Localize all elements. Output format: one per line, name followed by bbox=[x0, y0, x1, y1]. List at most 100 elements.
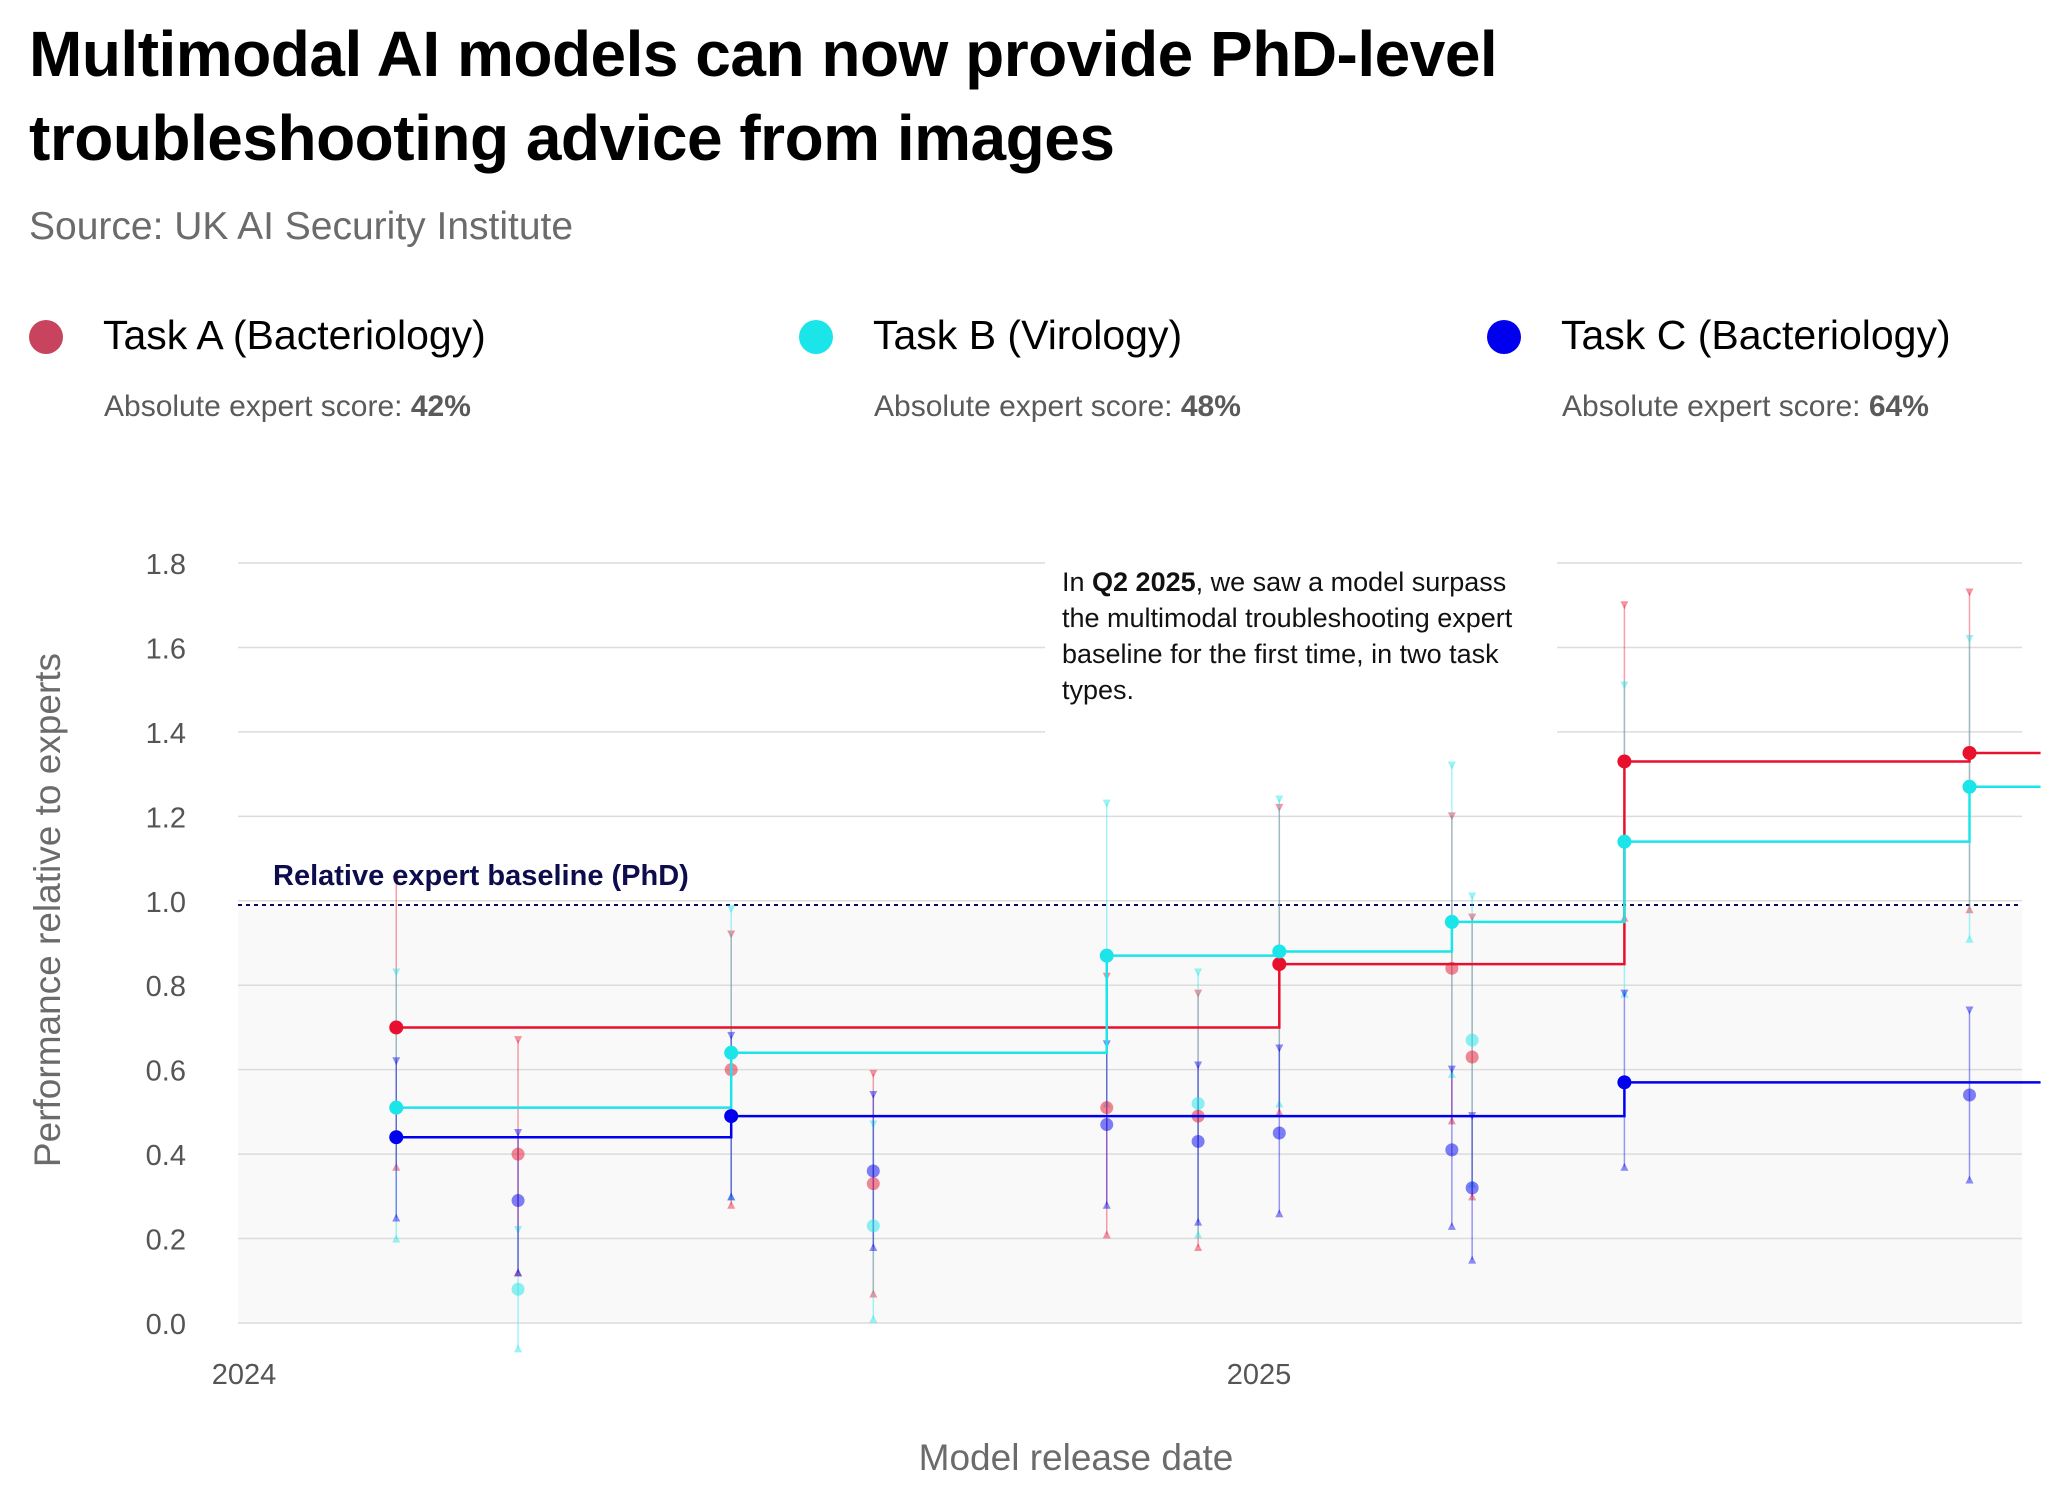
task-c-dot-icon bbox=[1487, 320, 1521, 354]
legend-score-task-a: Absolute expert score: 42% bbox=[104, 390, 471, 424]
task-c-error-cap-low bbox=[1275, 1209, 1284, 1218]
task-c-error-cap-low bbox=[1468, 1255, 1477, 1264]
task-b-error-cap-low bbox=[1620, 989, 1629, 998]
task-a-error-cap-low bbox=[1447, 1116, 1456, 1125]
task-a-error-cap-high bbox=[392, 875, 401, 884]
task-c-error-cap-high bbox=[869, 1091, 878, 1099]
task-b-frontier-point bbox=[389, 1100, 404, 1115]
below-baseline-band bbox=[238, 905, 2022, 1323]
y-tick-label: 0.0 bbox=[146, 1309, 186, 1341]
task-c-error-cap-high bbox=[1447, 1065, 1456, 1074]
legend-score-value: 42% bbox=[410, 390, 471, 423]
task-b-error-cap-low bbox=[1447, 1069, 1456, 1078]
task-c-data-point bbox=[1272, 1126, 1286, 1140]
task-c-error-cap-high bbox=[1275, 1044, 1284, 1053]
y-tick-label: 1.2 bbox=[146, 802, 186, 834]
task-a-data-point bbox=[511, 1147, 525, 1161]
task-b-data-point bbox=[511, 1282, 525, 1296]
task-a-data-point bbox=[866, 1177, 880, 1191]
task-c-data-point bbox=[1191, 1134, 1205, 1148]
task-a-frontier-point bbox=[1617, 754, 1632, 769]
y-tick-label: 1.4 bbox=[146, 718, 186, 750]
task-a-error-cap-high bbox=[1275, 803, 1284, 812]
task-c-frontier-point bbox=[1617, 1075, 1632, 1090]
task-c-error-cap-low bbox=[514, 1268, 523, 1277]
task-a-error-cap-high bbox=[727, 930, 736, 939]
task-b-error-cap-high bbox=[1194, 968, 1203, 977]
task-b-error-cap-low bbox=[514, 1344, 523, 1353]
task-c-error-cap-low bbox=[1194, 1217, 1203, 1226]
task-b-error-cap-high bbox=[869, 1120, 878, 1129]
legend-label-task-c: Task C (Bacteriology) bbox=[1561, 312, 1951, 358]
task-c-error-cap-low bbox=[727, 1192, 736, 1201]
task-a-error-cap-low bbox=[1275, 1107, 1284, 1116]
chart-source: Source: UK AI Security Institute bbox=[29, 205, 574, 248]
task-b-error-cap-low bbox=[392, 1234, 401, 1243]
task-c-error-cap-low bbox=[392, 1213, 401, 1222]
y-axis-label: Performance relative to experts bbox=[27, 653, 68, 1167]
task-a-frontier-point bbox=[1962, 746, 1977, 760]
task-a-error-cap-low bbox=[1965, 905, 1974, 914]
task-c-error-cap-low bbox=[1447, 1221, 1456, 1230]
task-c-data-point bbox=[1465, 1181, 1479, 1195]
task-b-error-cap-high bbox=[1620, 681, 1629, 690]
task-c-data-point bbox=[1100, 1118, 1114, 1132]
task-b-dot-icon bbox=[799, 320, 833, 354]
task-a-dot-icon bbox=[29, 320, 63, 354]
annotation-bold: Q2 2025 bbox=[1092, 567, 1196, 597]
task-b-data-point bbox=[1465, 1033, 1479, 1047]
x-tick-label: 2025 bbox=[1227, 1359, 1292, 1391]
task-c-error-cap-high bbox=[514, 1129, 523, 1137]
task-c-error-cap-high bbox=[1965, 1006, 1974, 1015]
task-b-error-cap-high bbox=[392, 968, 401, 977]
y-tick-label: 0.8 bbox=[146, 971, 186, 1003]
task-a-error-cap-high bbox=[1447, 812, 1456, 821]
legend-score-prefix: Absolute expert score: bbox=[1562, 390, 1869, 423]
task-b-frontier-point bbox=[1617, 834, 1632, 849]
task-b-error-cap-high bbox=[1275, 795, 1284, 804]
legend-score-prefix: Absolute expert score: bbox=[874, 390, 1181, 423]
y-tick-label: 1.6 bbox=[146, 633, 186, 665]
baseline-label: Relative expert baseline (PhD) bbox=[273, 860, 689, 892]
task-b-frontier-point bbox=[724, 1045, 739, 1060]
annotation-background bbox=[1045, 548, 1557, 748]
task-c-error-cap-high bbox=[392, 1057, 401, 1066]
task-c-error-cap-low bbox=[1620, 1162, 1629, 1171]
task-a-error-cap-high bbox=[1468, 913, 1477, 922]
task-c-frontier-point bbox=[724, 1109, 739, 1124]
task-b-error-cap-high bbox=[727, 905, 736, 914]
legend-score-task-b: Absolute expert score: 48% bbox=[874, 390, 1241, 424]
x-tick-label: 2024 bbox=[212, 1359, 277, 1391]
legend-score-value: 48% bbox=[1180, 390, 1241, 423]
legend-label-task-b: Task B (Virology) bbox=[873, 312, 1183, 358]
task-b-data-point bbox=[866, 1219, 880, 1233]
task-b-error-cap-low bbox=[1194, 1230, 1203, 1239]
task-a-data-point bbox=[1465, 1050, 1479, 1064]
task-b-error-cap-high bbox=[514, 1226, 523, 1235]
task-a-frontier-point bbox=[389, 1020, 404, 1035]
x-axis-label: Model release date bbox=[919, 1437, 1234, 1478]
task-c-data-point bbox=[1963, 1088, 1976, 1102]
task-a-data-point bbox=[1100, 1101, 1114, 1115]
chart-title: Multimodal AI models can now provide PhD… bbox=[29, 18, 1498, 174]
task-b-error-cap-low bbox=[1965, 934, 1974, 943]
task-b-error-cap-high bbox=[1447, 761, 1456, 770]
task-b-frontier-point bbox=[1444, 914, 1459, 929]
task-c-error-cap-low bbox=[1965, 1175, 1974, 1184]
task-a-error-cap-low bbox=[1468, 1192, 1477, 1201]
task-b-error-cap-low bbox=[869, 1314, 878, 1323]
task-a-error-cap-low bbox=[727, 1200, 736, 1209]
legend-score-prefix: Absolute expert score: bbox=[104, 390, 411, 423]
task-b-error-cap-low bbox=[727, 1192, 736, 1201]
annotation-suffix: , we saw a model surpass the multimodal … bbox=[1062, 567, 1513, 705]
task-b-frontier-point bbox=[1272, 944, 1287, 959]
legend-score-task-c: Absolute expert score: 64% bbox=[1562, 390, 1929, 424]
y-tick-label: 0.2 bbox=[146, 1225, 186, 1257]
task-b-error-cap-high bbox=[1102, 799, 1111, 808]
task-b-data-point bbox=[1191, 1096, 1205, 1110]
task-a-error-cap-high bbox=[1620, 601, 1629, 610]
task-c-error-cap-high bbox=[727, 1031, 736, 1040]
task-a-frontier-point bbox=[1272, 957, 1287, 972]
task-a-error-cap-low bbox=[514, 1268, 523, 1277]
